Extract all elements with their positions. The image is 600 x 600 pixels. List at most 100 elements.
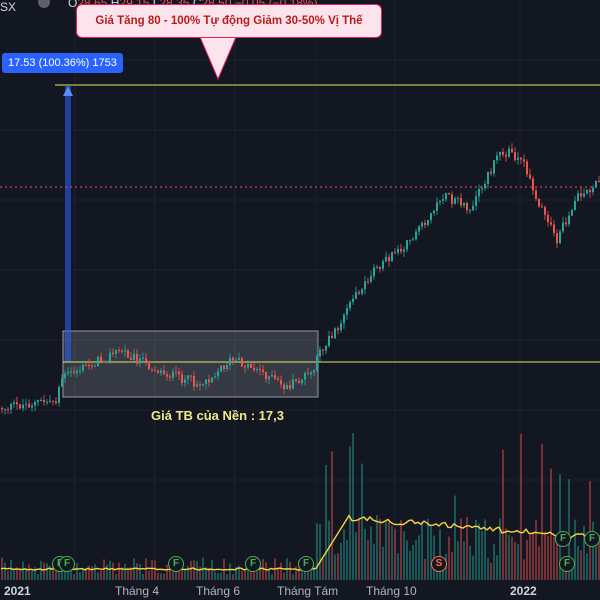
event-marker-f[interactable]: F (559, 556, 575, 572)
candle-body (223, 365, 225, 370)
candle-body (265, 371, 267, 380)
volume-bar (328, 520, 330, 580)
event-marker-f[interactable]: F (298, 556, 314, 572)
volume-bar (532, 532, 534, 580)
candle-body (157, 370, 159, 374)
candle-body (103, 361, 105, 363)
candle-body (448, 193, 450, 195)
volume-bar (25, 569, 27, 580)
candle-body (13, 402, 15, 404)
candle-body (490, 171, 492, 174)
candle-body (421, 222, 423, 227)
candle-body (43, 399, 45, 403)
volume-bar (349, 446, 351, 580)
candle-body (178, 371, 180, 375)
candle-body (58, 386, 60, 404)
volume-bar (403, 531, 405, 580)
candle-body (217, 371, 219, 377)
candle-body (208, 379, 210, 383)
candle-body (562, 222, 564, 232)
candle-body (520, 157, 522, 160)
volume-bar (457, 541, 459, 580)
ticker-symbol[interactable]: SX (0, 0, 17, 14)
volume-bar (4, 562, 6, 580)
candle-body (418, 226, 420, 232)
volume-bar (265, 562, 267, 580)
candle-body (493, 160, 495, 174)
volume-bar (499, 518, 501, 580)
volume-bar (118, 562, 120, 580)
candle-body (37, 400, 39, 403)
candle-body (100, 356, 102, 362)
volume-bar (127, 567, 129, 580)
volume-bar (160, 573, 162, 580)
candle-body (505, 154, 507, 157)
axis-label-thang-tam: Tháng Tám (277, 584, 339, 598)
candle-body (559, 231, 561, 244)
volume-bar (250, 564, 252, 580)
candle-body (184, 379, 186, 384)
event-marker-f[interactable]: F (584, 531, 600, 547)
visibility-eye-icon[interactable] (38, 0, 50, 8)
base-zone-box[interactable] (62, 330, 319, 398)
volume-bar (187, 566, 189, 580)
candle-body (316, 356, 318, 371)
volume-bar (397, 553, 399, 580)
volume-bar (247, 566, 249, 580)
candle-body (445, 193, 447, 200)
volume-bar (259, 566, 261, 580)
volume-bar (358, 517, 360, 580)
volume-bar (49, 565, 51, 580)
event-marker-f[interactable]: F (245, 556, 261, 572)
candle-body (244, 366, 246, 368)
candle-body (226, 365, 228, 370)
candle-body (340, 323, 342, 331)
volume-bar (475, 519, 477, 580)
measure-label[interactable]: 17.53 (100.36%) 1753 (2, 53, 123, 73)
volume-bar (535, 520, 537, 580)
candle-body (469, 210, 471, 212)
volume-bar (580, 550, 582, 580)
measure-arrowhead (63, 86, 73, 96)
volume-bar (583, 526, 585, 580)
volume-bar (541, 443, 543, 580)
candle-body (544, 207, 546, 215)
event-marker-f[interactable]: F (59, 556, 75, 572)
candle-body (145, 357, 147, 362)
candle-body (154, 370, 156, 372)
chart-grid (0, 0, 600, 580)
candle-body (136, 353, 138, 364)
candle-body (343, 314, 345, 324)
volume-bar (16, 567, 18, 580)
volume-bar (157, 572, 159, 580)
volume-bar (277, 567, 279, 580)
candle-body (139, 358, 141, 364)
candle-body (529, 174, 531, 179)
volume-bar (289, 561, 291, 580)
event-marker-f[interactable]: F (555, 531, 571, 547)
volume-bar (379, 519, 381, 580)
volume-bar (424, 559, 426, 580)
candle-body (70, 371, 72, 373)
candle-body (127, 350, 129, 358)
volume-bar (313, 566, 315, 580)
event-marker-f[interactable]: F (168, 556, 184, 572)
candle-body (229, 357, 231, 366)
candle-body (4, 409, 6, 411)
candle-body (220, 365, 222, 372)
candle-body (166, 374, 168, 377)
candle-body (400, 248, 402, 252)
volume-bar (226, 574, 228, 580)
candle-body (460, 198, 462, 206)
candle-body (301, 379, 303, 384)
callout-note[interactable]: Giá Tăng 80 - 100% Tự động Giảm 30-50% V… (76, 4, 382, 38)
candle-body (19, 404, 21, 409)
candle-body (97, 356, 99, 367)
candle-body (553, 224, 555, 234)
event-marker-s[interactable]: S (431, 556, 447, 572)
candle-body (91, 365, 93, 367)
candle-body (511, 148, 513, 153)
volume-bar (388, 521, 390, 580)
base-average-label[interactable]: Giá TB của Nền : 17,3 (151, 408, 284, 423)
